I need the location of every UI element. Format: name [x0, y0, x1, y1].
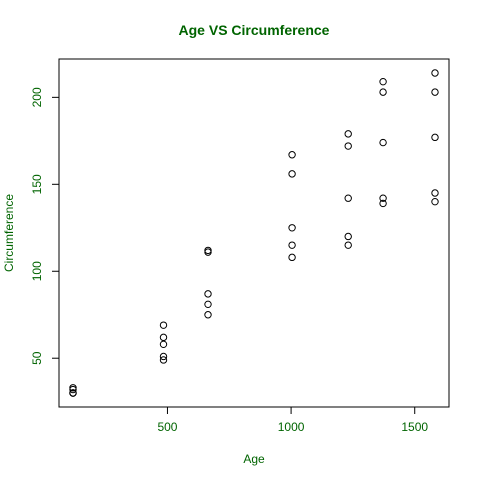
data-point: [431, 69, 439, 77]
data-point: [159, 356, 168, 364]
data-point: [288, 241, 296, 249]
x-axis: 500 1000 1500: [157, 406, 428, 434]
data-point: [344, 130, 352, 138]
x-tick-label: 1000: [278, 420, 305, 434]
data-point: [431, 88, 439, 96]
x-tick-label: 500: [157, 420, 177, 434]
data-point: [204, 300, 212, 309]
data-point: [159, 352, 168, 361]
data-point: [431, 189, 439, 197]
data-point: [159, 321, 168, 329]
data-point: [379, 77, 387, 86]
data-point: [379, 199, 387, 208]
chart-title: Age VS Circumference: [179, 22, 330, 38]
x-axis-label: Age: [243, 452, 265, 466]
y-tick-label: 50: [30, 351, 44, 365]
y-tick-label: 150: [30, 174, 44, 194]
data-point: [204, 246, 212, 255]
data-point: [204, 290, 212, 298]
y-tick-label: 100: [30, 261, 44, 281]
data-point: [344, 142, 352, 150]
data-point: [159, 340, 168, 349]
y-axis: 50 100 150 200: [30, 87, 60, 365]
data-point: [344, 232, 352, 241]
data-point: [288, 170, 296, 178]
data-point: [379, 88, 387, 96]
data-point: [69, 384, 77, 392]
data-point: [204, 311, 212, 319]
data-point: [159, 333, 168, 342]
y-tick-label: 200: [30, 87, 44, 107]
data-point: [379, 194, 387, 202]
data-point: [288, 253, 296, 262]
plot-frame: [58, 58, 450, 408]
data-points: [69, 69, 439, 397]
y-axis-label: Circumference: [2, 194, 16, 272]
data-point: [431, 133, 439, 142]
data-point: [431, 197, 439, 206]
data-point: [379, 138, 387, 147]
x-tick-label: 1500: [401, 420, 428, 434]
data-point: [69, 389, 77, 397]
data-point: [344, 241, 352, 249]
data-point: [344, 194, 352, 202]
data-point: [288, 151, 296, 159]
data-point: [288, 224, 296, 232]
